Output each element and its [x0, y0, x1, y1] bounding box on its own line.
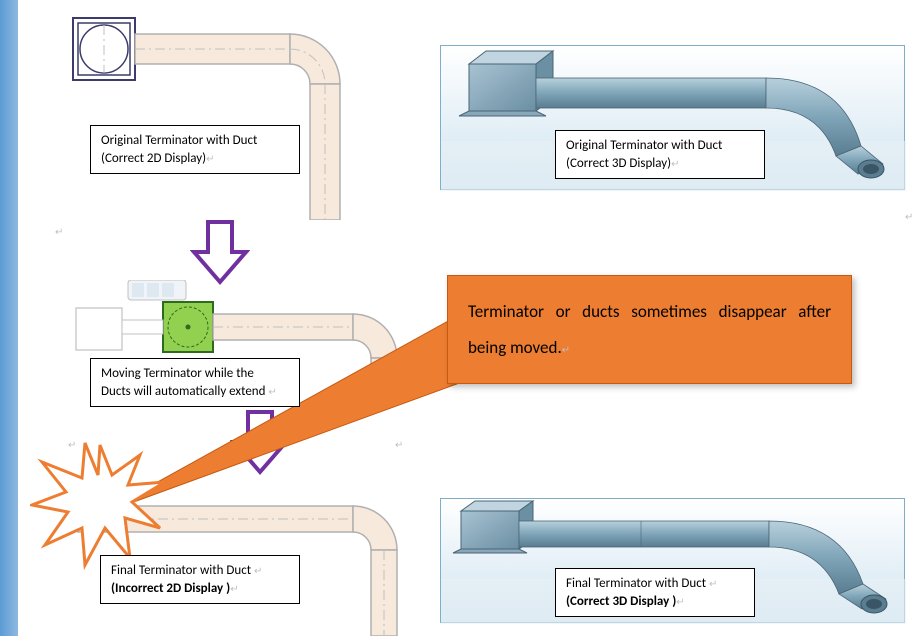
caption-line: Ducts will automatically extend	[101, 384, 265, 399]
caption-line: Moving Terminator while the	[101, 366, 254, 381]
paragraph-mark: ↵	[55, 225, 63, 238]
paragraph-mark: ↵	[68, 438, 76, 451]
caption-final-3d: Final Terminator with Duct ↵ (Correct 3D…	[555, 568, 755, 617]
issue-callout: Terminator or ducts sometimes disappear …	[447, 275, 852, 384]
caption-line: (Correct 2D Display)	[101, 151, 206, 166]
left-ruler	[0, 0, 18, 636]
caption-line: Original Terminator with Duct	[566, 138, 722, 153]
caption-moving: Moving Terminator while the Ducts will a…	[90, 358, 300, 407]
paragraph-mark: ↵	[905, 210, 913, 223]
caption-original-2d: Original Terminator with Duct (Correct 2…	[90, 125, 300, 174]
caption-line-bold: (Incorrect 2D Display )	[111, 581, 230, 596]
caption-line: Final Terminator with Duct	[111, 563, 251, 578]
original-2d-duct	[68, 10, 388, 220]
caption-line: (Correct 3D Display)	[566, 156, 671, 171]
callout-text: Terminator or ducts sometimes disappear …	[468, 301, 831, 358]
caption-line: Original Terminator with Duct	[101, 133, 257, 148]
caption-original-3d: Original Terminator with Duct (Correct 3…	[555, 130, 765, 179]
caption-line: Final Terminator with Duct	[566, 576, 706, 591]
caption-final-2d: Final Terminator with Duct ↵ (Incorrect …	[100, 555, 300, 604]
starburst-icon	[30, 440, 170, 570]
arrow-down-1	[190, 218, 250, 288]
paragraph-mark: ↵	[395, 438, 403, 451]
caption-line-bold: (Correct 3D Display )	[566, 594, 676, 609]
